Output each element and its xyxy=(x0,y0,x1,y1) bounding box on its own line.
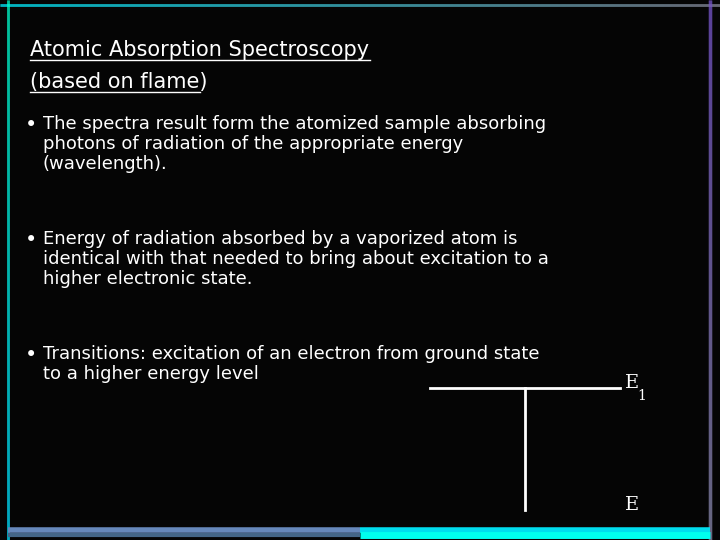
Text: to a higher energy level: to a higher energy level xyxy=(43,365,259,383)
Text: E: E xyxy=(625,496,639,514)
Text: identical with that needed to bring about excitation to a: identical with that needed to bring abou… xyxy=(43,250,549,268)
Text: (based on flame): (based on flame) xyxy=(30,72,207,92)
Text: The spectra result form the atomized sample absorbing: The spectra result form the atomized sam… xyxy=(43,115,546,133)
Text: photons of radiation of the appropriate energy: photons of radiation of the appropriate … xyxy=(43,135,463,153)
Text: E: E xyxy=(625,374,639,392)
Text: •: • xyxy=(25,345,37,365)
Text: Transitions: excitation of an electron from ground state: Transitions: excitation of an electron f… xyxy=(43,345,539,363)
Text: Energy of radiation absorbed by a vaporized atom is: Energy of radiation absorbed by a vapori… xyxy=(43,230,518,248)
Text: •: • xyxy=(25,115,37,135)
Text: (wavelength).: (wavelength). xyxy=(43,155,168,173)
Text: •: • xyxy=(25,230,37,250)
Text: 1: 1 xyxy=(637,389,646,403)
Text: higher electronic state.: higher electronic state. xyxy=(43,270,253,288)
Text: Atomic Absorption Spectroscopy: Atomic Absorption Spectroscopy xyxy=(30,40,369,60)
